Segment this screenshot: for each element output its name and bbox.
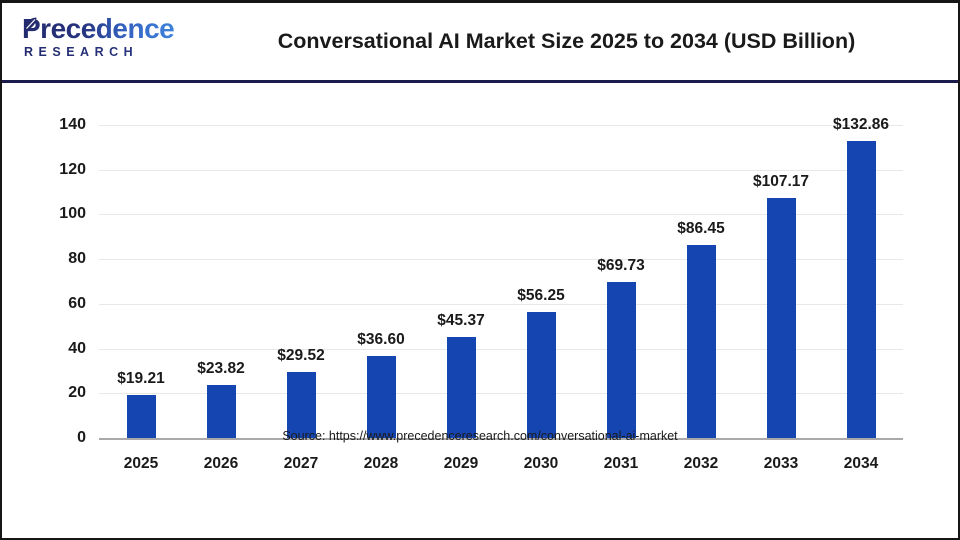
header: Precedence RESEARCH Conversational AI Ma… [2, 3, 958, 83]
x-axis-tick-label: 2029 [443, 455, 479, 472]
gridline [99, 125, 903, 126]
bar [446, 336, 476, 438]
bar-value-label: $56.25 [517, 287, 565, 305]
y-axis-tick-label: 100 [59, 205, 86, 223]
bar-value-label: $23.82 [197, 359, 245, 377]
x-axis-tick-label: 2026 [203, 455, 239, 472]
bar-value-label: $29.52 [277, 347, 325, 364]
brand-logo: Precedence RESEARCH [22, 14, 182, 60]
x-axis-tick-label: 2030 [523, 455, 559, 472]
bar [366, 356, 396, 438]
x-axis-line [99, 438, 903, 440]
bar-value-label: $107.17 [752, 173, 810, 191]
x-axis-tick-label: 2027 [283, 455, 319, 472]
x-axis-tick-label: 2032 [683, 455, 719, 472]
bar [286, 372, 316, 438]
bar [846, 140, 876, 438]
gridline [99, 303, 903, 305]
x-axis-tick-label: 2031 [603, 455, 639, 472]
y-axis-tick-label: 40 [68, 339, 86, 357]
y-axis-tick-label: 0 [77, 429, 86, 446]
bar [766, 198, 796, 438]
bar-value-label: $45.37 [437, 311, 485, 329]
gridline [99, 214, 903, 216]
y-axis-tick-label: 60 [68, 294, 86, 312]
brand-subtitle: RESEARCH [22, 45, 182, 60]
bar-value-label: $19.21 [117, 370, 165, 388]
y-axis-tick-label: 140 [59, 116, 86, 133]
bar-value-label: $36.60 [357, 331, 405, 349]
x-axis-tick-label: 2028 [363, 455, 399, 472]
brand-name: Precedence [22, 14, 182, 44]
x-axis-tick-label: 2034 [843, 455, 879, 472]
bar [606, 282, 636, 438]
bar [206, 384, 236, 438]
bar [526, 312, 556, 438]
x-axis-tick-label: 2025 [123, 455, 159, 472]
y-axis-tick-label: 120 [59, 160, 86, 178]
bar-value-label: $86.45 [677, 219, 725, 237]
brand-name-text: Precedence [22, 13, 175, 44]
bar-chart: 0 20 40 60 80 100 120 140 $19.21 2025 $23.82 2026 $2… [2, 83, 958, 538]
gridline [99, 259, 903, 261]
gridline [99, 169, 903, 171]
bar [686, 244, 716, 438]
bar-value-label: $132.86 [832, 115, 890, 133]
source-text: Source: https://www.precedenceresearch.c… [282, 429, 678, 443]
gridline [99, 393, 903, 395]
bar [126, 395, 156, 438]
bar-value-label: $69.73 [597, 257, 645, 275]
x-axis-tick-label: 2033 [763, 455, 799, 472]
leaf-icon [23, 8, 38, 38]
y-axis-tick-label: 20 [68, 384, 86, 402]
gridline [99, 348, 903, 350]
chart-title: Conversational AI Market Size 2025 to 20… [277, 29, 856, 53]
y-axis-tick-label: 80 [68, 250, 86, 268]
